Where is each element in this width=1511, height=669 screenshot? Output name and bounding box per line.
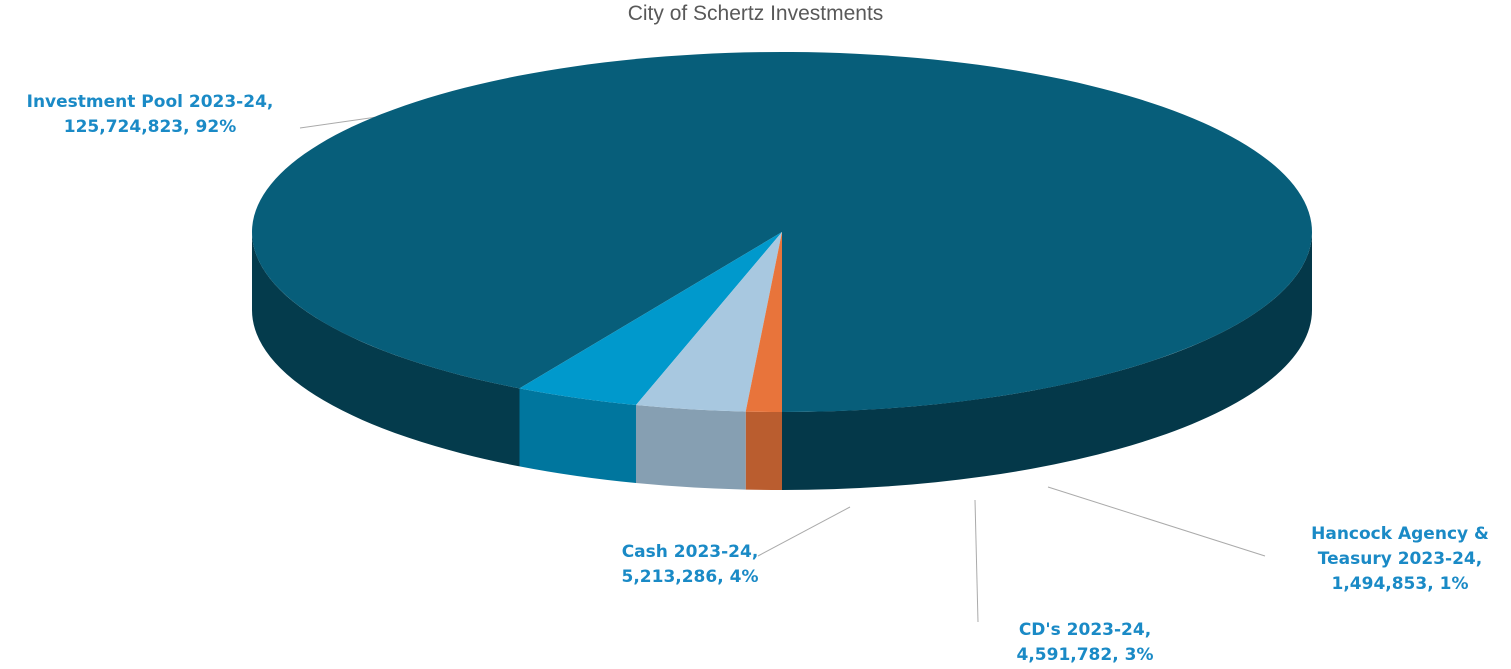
label-percent: 1% [1439,574,1469,594]
slice-top [635,232,782,412]
leader-line [757,506,851,557]
leader-line [1047,486,1266,557]
slice-top [519,232,782,406]
label-category: Hancock Agency & Teasury 2023-24 [1311,524,1489,569]
label-category: Investment Pool 2023-24 [26,92,267,112]
chart-title: City of Schertz Investments [627,2,884,25]
label-percent: 4% [729,567,759,587]
label-percent: 92% [195,117,237,137]
label-category: Cash 2023-24 [621,542,752,562]
label-category: CD's 2023-24 [1018,620,1145,640]
label-value: 1,494,853 [1331,574,1428,594]
data-label: Hancock Agency & Teasury 2023-24, 1,494,8… [1311,524,1489,594]
slice-side [745,411,782,490]
data-label: Cash 2023-24, 5,213,286, 4% [621,542,759,587]
slice-side [252,232,520,467]
slice-side [519,388,636,484]
label-value: 5,213,286 [621,567,718,587]
slice-side [782,232,1312,490]
label-percent: 3% [1124,645,1154,665]
data-label: Investment Pool 2023-24, 125,724,823, 92% [26,92,274,137]
label-value: 4,591,782 [1016,645,1113,665]
slice-side [635,405,746,490]
slice-top [745,232,782,412]
leader-line [974,499,979,623]
data-label: CD's 2023-24, 4,591,782, 3% [1016,620,1154,665]
label-value: 125,724,823 [63,117,184,137]
